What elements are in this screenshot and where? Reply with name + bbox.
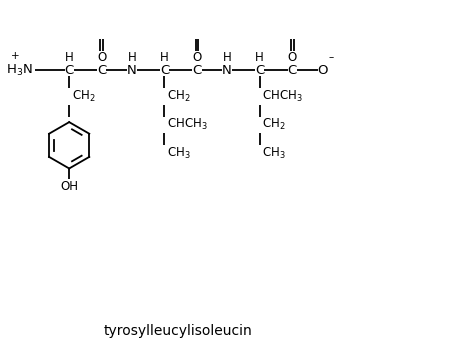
Text: C: C	[255, 64, 264, 77]
Text: O: O	[288, 51, 297, 64]
Text: O: O	[317, 64, 328, 77]
Text: H: H	[223, 51, 231, 64]
Text: C: C	[97, 64, 106, 77]
Text: H: H	[255, 51, 264, 64]
Text: C: C	[192, 64, 201, 77]
Text: $\mathsf{CH_3}$: $\mathsf{CH_3}$	[167, 146, 191, 161]
Text: N: N	[127, 64, 137, 77]
Text: +: +	[10, 51, 19, 61]
Text: O: O	[97, 51, 106, 64]
Text: $\mathsf{CH_2}$: $\mathsf{CH_2}$	[72, 89, 95, 104]
Text: tyrosylleucylisoleucin: tyrosylleucylisoleucin	[104, 324, 253, 338]
Text: $\mathsf{CH_3}$: $\mathsf{CH_3}$	[262, 146, 286, 161]
Text: $\mathsf{CH_2}$: $\mathsf{CH_2}$	[262, 117, 285, 133]
Text: $\mathsf{CHCH_3}$: $\mathsf{CHCH_3}$	[262, 89, 303, 104]
Text: $\mathsf{CH_2}$: $\mathsf{CH_2}$	[167, 89, 191, 104]
Text: OH: OH	[60, 180, 78, 193]
Text: H: H	[128, 51, 136, 64]
Text: –: –	[328, 52, 333, 62]
Text: C: C	[288, 64, 297, 77]
Text: C: C	[64, 64, 74, 77]
Text: $\mathsf{H_3N}$: $\mathsf{H_3N}$	[6, 63, 33, 78]
Text: $\mathsf{CHCH_3}$: $\mathsf{CHCH_3}$	[167, 117, 208, 133]
Text: O: O	[192, 51, 201, 64]
Text: C: C	[160, 64, 169, 77]
Text: H: H	[65, 51, 73, 64]
Text: N: N	[222, 64, 232, 77]
Text: H: H	[160, 51, 169, 64]
